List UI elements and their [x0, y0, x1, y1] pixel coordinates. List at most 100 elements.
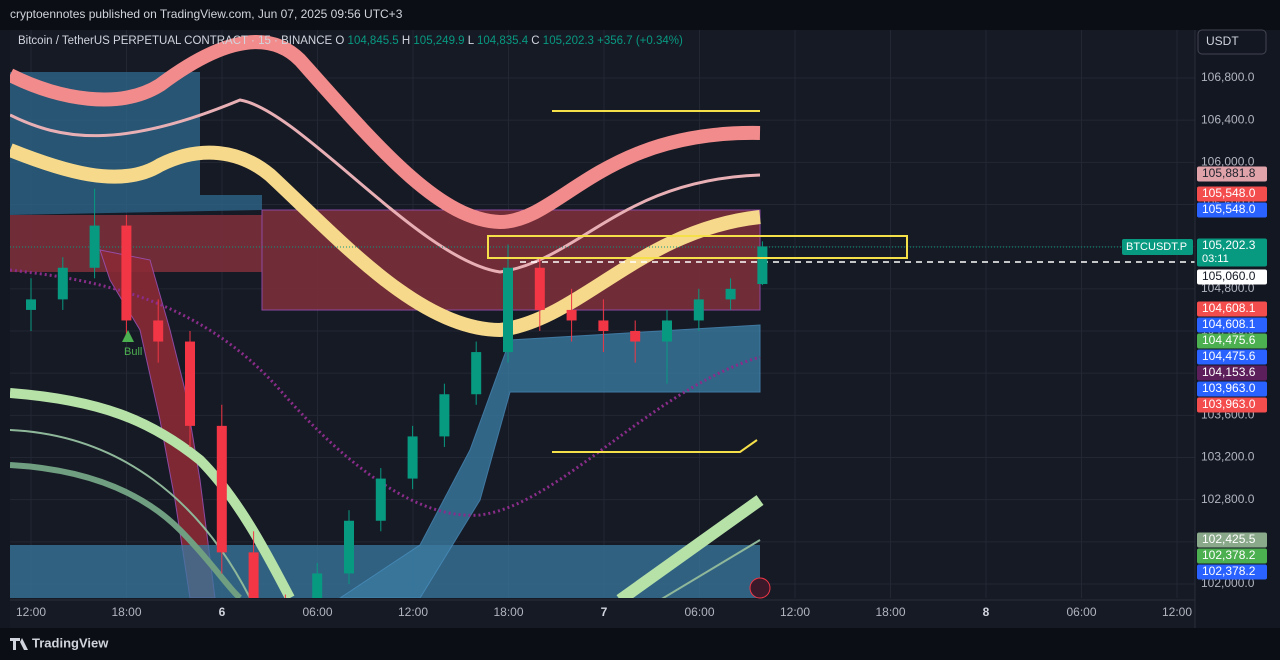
candle-body: [216, 425, 227, 553]
candle-body: [407, 436, 418, 479]
y-tick-label: 106,800.0: [1201, 70, 1255, 84]
price-tag: 102,378.2: [1202, 564, 1256, 578]
price-tag: 105,548.0: [1202, 186, 1256, 200]
price-tag-bg: [1197, 349, 1267, 365]
upper-band: [10, 35, 761, 230]
x-tick-label: 12:00: [16, 605, 46, 619]
price-tag: 102,378.2: [1202, 548, 1256, 562]
blue-zone: [10, 72, 262, 215]
y-tick-label: 103,200.0: [1201, 450, 1255, 464]
ohlc-key: O: [335, 35, 347, 47]
logo: [10, 638, 28, 650]
price-tag-bg: [1197, 202, 1267, 218]
candle-body: [248, 552, 259, 598]
y-tick-label: 102,800.0: [1201, 492, 1255, 506]
candle-body: [185, 341, 195, 426]
upper-line: [10, 98, 761, 274]
candle-body: [630, 331, 641, 342]
candle-body: [471, 352, 482, 395]
candle-body: [662, 320, 672, 342]
ohlc-value: 104,845.5: [348, 35, 402, 47]
blue-band: [339, 324, 761, 598]
candle-body: [503, 267, 513, 353]
candle-body: [757, 246, 768, 285]
x-tick-label: 06:00: [1066, 605, 1096, 619]
price-tag-bg: [1197, 238, 1267, 267]
price-tag: 104,475.6: [1202, 349, 1256, 363]
y-tick-label: 106,000.0: [1201, 155, 1255, 169]
lower-line: [10, 429, 251, 598]
red-band: [99, 249, 216, 598]
candle-body: [375, 478, 386, 521]
ohlc-key: H: [402, 35, 414, 47]
candle-body: [121, 225, 132, 321]
candle-body: [598, 320, 609, 331]
y-tick-label: 106,400.0: [1201, 112, 1255, 126]
price-tag: 103,963.0: [1202, 381, 1256, 395]
price-tag-bg: [1197, 365, 1267, 381]
price-tag: 104,153.6: [1202, 365, 1256, 379]
candle-body: [26, 299, 36, 310]
price-tag-bg: [1197, 301, 1267, 317]
price-tag: 105,548.0: [1202, 202, 1256, 216]
symbol-tag: BTCUSDT.P: [1126, 241, 1187, 253]
price-tag: 104,608.1: [1202, 301, 1256, 315]
footer-bar: [0, 628, 1280, 660]
price-tag: 105,060.0: [1202, 269, 1256, 283]
x-tick-label: 12:00: [1162, 605, 1192, 619]
candle-body: [725, 288, 736, 300]
highlight-box: [487, 235, 908, 259]
x-tick-label: 06:00: [684, 605, 714, 619]
footer-brand: TradingView: [32, 635, 109, 650]
candle-body: [89, 225, 100, 268]
alert-icon[interactable]: [749, 577, 771, 599]
price-tag: 104,475.6: [1202, 333, 1256, 347]
x-tick-label: 7: [601, 605, 608, 619]
price-tag-bg: [1197, 166, 1267, 182]
candle-body: [534, 267, 545, 310]
price-tag: 105,881.8: [1202, 166, 1256, 180]
ohlc-key: L: [468, 35, 477, 47]
price-tag-bg: [1197, 333, 1267, 349]
ohlc-value: 104,835.4: [477, 35, 531, 47]
x-tick-label: 18:00: [875, 605, 905, 619]
lower-line: [661, 539, 761, 598]
x-tick-label: 6: [219, 605, 226, 619]
top-bar: [0, 0, 1280, 30]
countdown: 03:11: [1202, 253, 1229, 265]
indicators: [10, 35, 1195, 598]
symbol-name: Bitcoin / TetherUS PERPETUAL CONTRACT · …: [18, 35, 335, 47]
stop-line: [552, 439, 758, 453]
price-tag-bg: [1197, 317, 1267, 333]
price-tag: 103,963.0: [1202, 397, 1256, 411]
signal-label: Bull: [124, 346, 142, 358]
lower-band: [616, 495, 764, 598]
ohlc-value: 105,202.3: [543, 35, 597, 47]
x-tick-label: 12:00: [780, 605, 810, 619]
ohlc-value: 105,249.9: [413, 35, 467, 47]
mid-band: [10, 143, 761, 338]
currency-label[interactable]: USDT: [1206, 34, 1239, 48]
candle-body: [439, 394, 450, 437]
signal-marker: [122, 330, 134, 342]
x-tick-label: 8: [983, 605, 990, 619]
price-tag-bg: [1197, 186, 1267, 202]
x-tick-label: 18:00: [493, 605, 523, 619]
y-tick-label: 104,800.0: [1201, 281, 1255, 295]
symbol-tag-bg: [1122, 239, 1193, 255]
moving-average: [10, 268, 761, 517]
candle-body: [153, 320, 164, 342]
currency-button[interactable]: [1197, 29, 1267, 55]
price-tag-bg: [1197, 548, 1267, 564]
x-tick-label: 18:00: [111, 605, 141, 619]
price-tag-bg: [1197, 397, 1267, 413]
candle-body: [693, 299, 704, 321]
price-tag-bg: [1197, 269, 1267, 285]
publisher: cryptoennotes published on TradingView.c…: [10, 7, 403, 21]
candle-body: [57, 267, 68, 300]
price-tag-bg: [1197, 381, 1267, 397]
price-tag-bg: [1197, 532, 1267, 548]
price-tag: 104,608.1: [1202, 317, 1256, 331]
